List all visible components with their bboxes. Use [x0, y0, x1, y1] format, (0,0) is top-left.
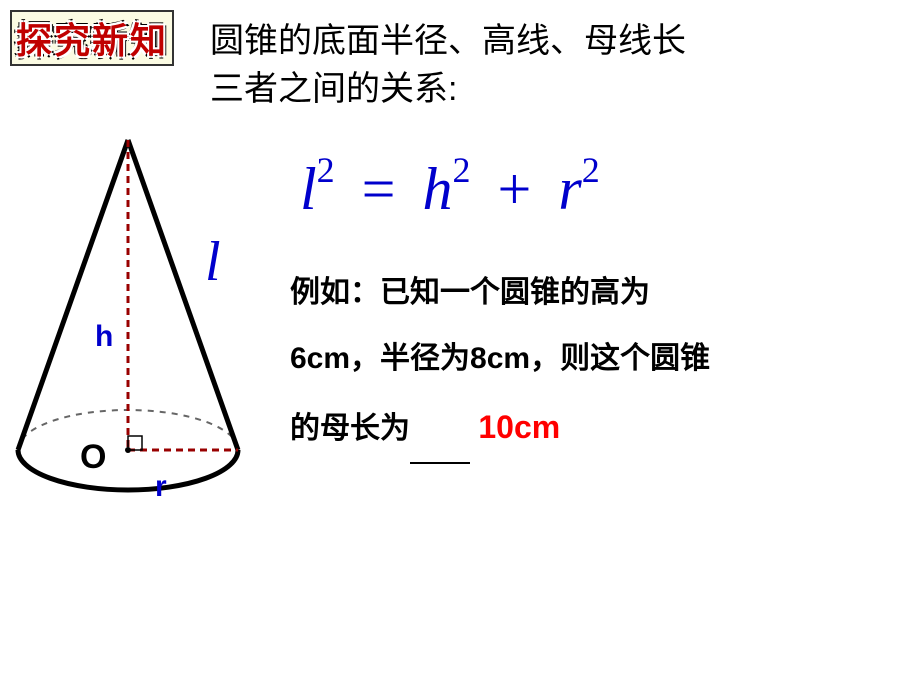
formula-rhs2-base: r	[558, 156, 581, 222]
formula-rhs1-base: h	[423, 156, 453, 222]
formula-rhs1-exp: 2	[453, 150, 471, 190]
example-answer: 10cm	[478, 409, 560, 445]
example-line-3: 的母长为 10cm	[290, 392, 890, 464]
example-line-1: 例如：已知一个圆锥的高为	[290, 260, 890, 326]
cone-diagram	[0, 130, 280, 530]
title-line-2: 三者之间的关系:	[210, 66, 850, 114]
section-badge: 探究新知	[10, 10, 174, 66]
title-line-1: 圆锥的底面半径、高线、母线长	[210, 18, 850, 66]
diagram-label-l: l	[205, 230, 221, 294]
formula-eq: =	[362, 156, 396, 222]
example-line-2: 6cm，半径为8cm，则这个圆锥	[290, 326, 890, 392]
answer-underline	[410, 396, 470, 464]
example-line3-prefix: 的母长为	[290, 412, 410, 445]
formula-lhs-exp: 2	[317, 150, 335, 190]
formula-rhs2-exp: 2	[582, 150, 600, 190]
formula-lhs-base: l	[300, 156, 317, 222]
diagram-label-O: O	[80, 438, 106, 477]
diagram-label-r: r	[155, 470, 167, 504]
formula-plus: +	[498, 156, 532, 222]
title-block: 圆锥的底面半径、高线、母线长 三者之间的关系:	[210, 18, 850, 113]
formula: l2 = h2 + r2	[300, 155, 600, 224]
cone-svg	[0, 130, 280, 530]
diagram-label-h: h	[95, 320, 113, 354]
example-block: 例如：已知一个圆锥的高为 6cm，半径为8cm，则这个圆锥 的母长为 10cm	[290, 260, 890, 464]
